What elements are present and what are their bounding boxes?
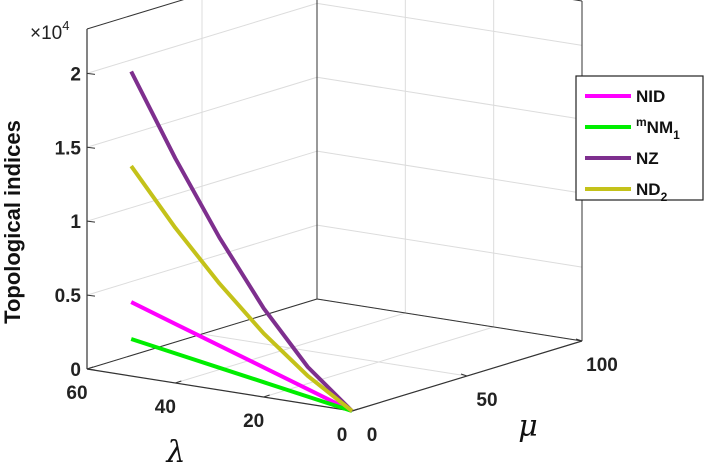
z-axis-title: Topological indices — [0, 120, 25, 324]
z-tick-label: 0.5 — [55, 286, 82, 307]
x-axis-title: λ — [165, 435, 185, 463]
box-edge-top-back — [86, 0, 185, 30]
z-tick-label: 1 — [70, 212, 81, 233]
series-layer — [129, 70, 354, 413]
z-tick-label: 2 — [70, 64, 81, 85]
z-tick-mark — [86, 368, 96, 371]
y-axis-title: μ — [518, 409, 538, 444]
z-tick-label: 0 — [70, 360, 81, 381]
legend-label: NID — [636, 87, 665, 106]
y-tick-label: 50 — [476, 390, 497, 411]
x-axis-line — [86, 368, 353, 412]
legend-label-base: NM — [647, 118, 673, 137]
z-tick-mark — [86, 220, 96, 223]
legend-label-sub: 1 — [673, 128, 680, 142]
grid-line-side-z — [316, 150, 583, 194]
box-edge-back-bottom — [86, 298, 318, 370]
x-tick-mark — [263, 394, 270, 398]
z-exponent-label: ×104 — [30, 18, 69, 44]
legend-label: mNM1 — [636, 115, 680, 142]
x-tick-label: 40 — [155, 397, 176, 418]
legend-label: ND2 — [636, 180, 668, 204]
grid-line-floor-y — [201, 333, 468, 377]
x-tick-mark — [351, 408, 359, 412]
series-line-nz — [129, 70, 354, 413]
x-tick-label: 60 — [66, 383, 87, 404]
z-exponent-power: 4 — [62, 18, 69, 33]
series-line-nid — [130, 300, 353, 413]
y-tick-label: 100 — [586, 355, 618, 376]
legend-label-base: ND — [636, 180, 661, 199]
legend-label: NZ — [636, 149, 659, 168]
legend-label-base: NID — [636, 87, 665, 106]
z-tick-label: 1.5 — [55, 138, 82, 159]
box-edge-top-side — [572, 0, 583, 2]
x-tick-label: 20 — [243, 411, 264, 432]
z-exponent-base: ×10 — [30, 23, 62, 44]
z-tick-mark — [86, 146, 96, 149]
x-tick-mark — [86, 366, 94, 370]
z-tick-mark — [86, 294, 96, 297]
grid-line-side-z — [316, 2, 583, 46]
legend-label-sup: m — [636, 115, 647, 129]
y-tick-label: 0 — [367, 425, 378, 446]
y-tick-mark — [575, 338, 583, 342]
series-line-nd2 — [129, 164, 354, 413]
z-tick-mark — [86, 72, 96, 75]
legend-label-base: NZ — [636, 149, 659, 168]
x-tick-mark — [175, 380, 182, 384]
box-edge-side-bottom — [316, 298, 583, 342]
legend-label-sub: 2 — [661, 190, 668, 204]
legend: NID mNM1 NZ ND2 — [575, 75, 704, 204]
series-line-mnm1 — [130, 337, 353, 413]
grid-line-side-z — [316, 224, 583, 268]
x-tick-label: 0 — [337, 425, 348, 446]
y-tick-mark — [460, 373, 468, 377]
grid-line-side-z — [316, 76, 583, 120]
